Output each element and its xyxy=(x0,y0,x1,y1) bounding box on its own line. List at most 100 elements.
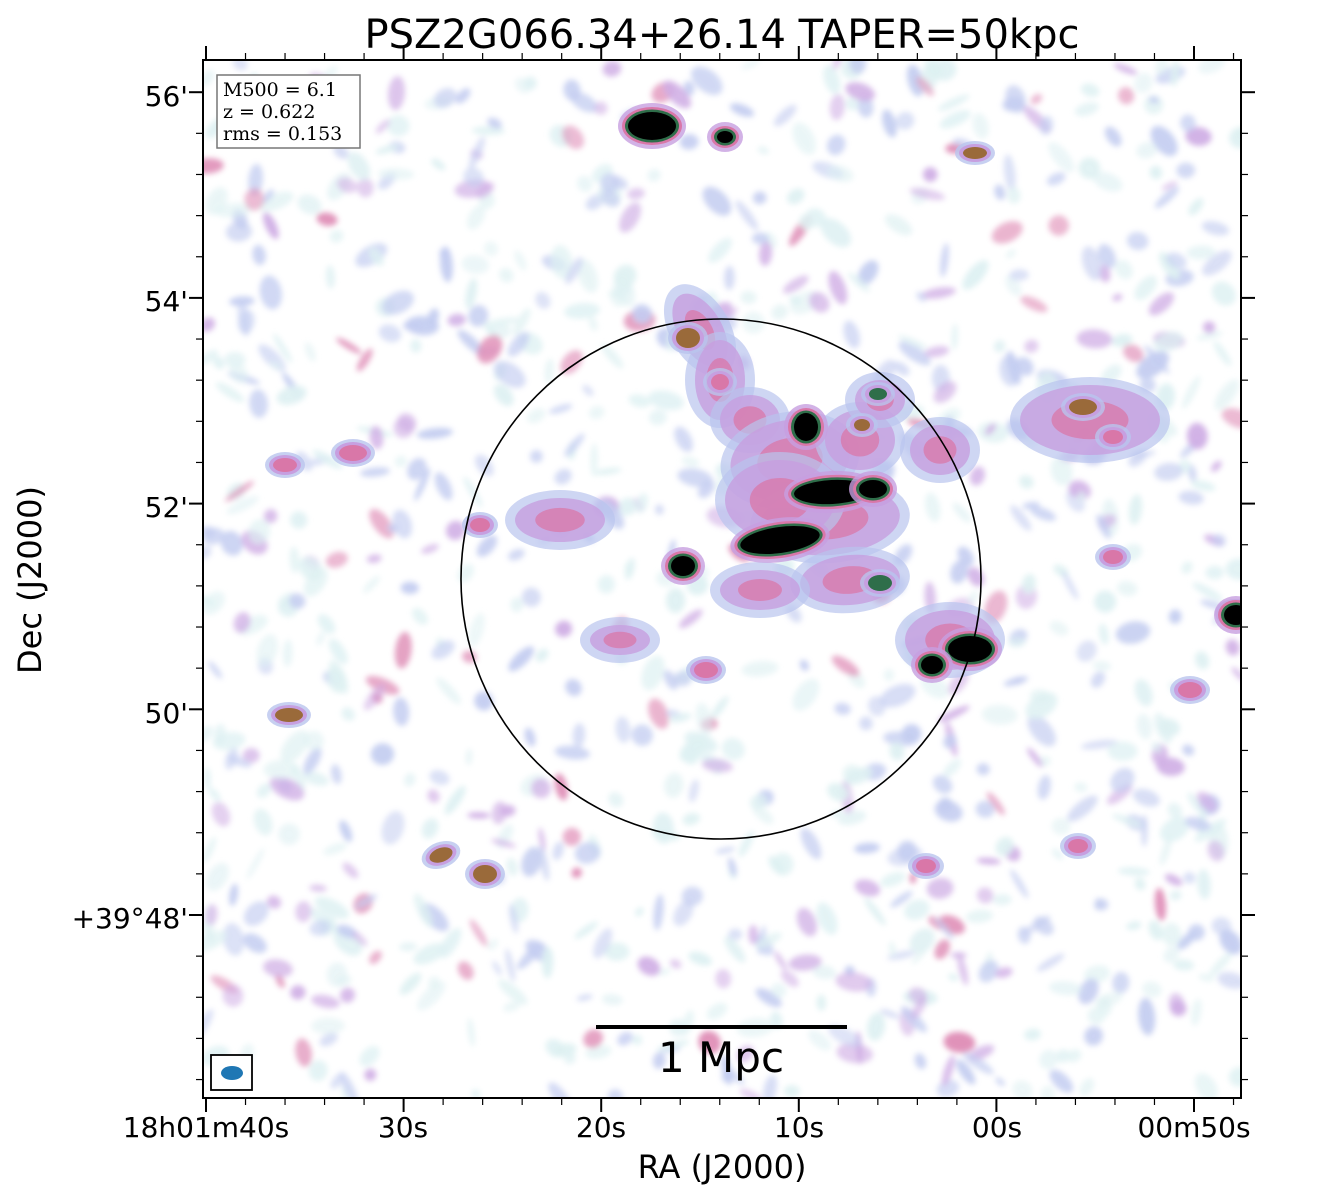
noise-blob xyxy=(631,1034,643,1046)
noise-blob xyxy=(1196,791,1217,812)
noise-blob xyxy=(330,764,342,785)
noise-blob xyxy=(1142,981,1162,998)
noise-blob xyxy=(1067,1049,1082,1063)
noise-blob xyxy=(1002,96,1024,112)
noise-blob xyxy=(1132,788,1160,807)
noise-blob xyxy=(309,920,331,936)
noise-blob xyxy=(429,770,450,785)
noise-blob xyxy=(956,1059,976,1085)
noise-blob xyxy=(1148,292,1174,316)
noise-blob xyxy=(926,877,954,899)
noise-blob xyxy=(601,343,624,369)
noise-blob xyxy=(741,60,760,70)
noise-blob xyxy=(297,194,322,215)
noise-blob xyxy=(499,267,514,283)
y-tick-labels: +39°48' 50' 52' 54' 56' xyxy=(72,80,188,935)
noise-blob xyxy=(220,530,243,556)
noise-blob xyxy=(445,520,466,541)
noise-blob xyxy=(879,683,916,708)
noise-blob xyxy=(1111,814,1144,828)
noise-blob xyxy=(972,113,989,139)
noise-blob xyxy=(651,829,681,841)
noise-blob xyxy=(906,64,924,97)
x-tick-labels: 18h01m40s 30s 20s 10s 00s 00m50s xyxy=(123,1111,1251,1144)
noise-blob xyxy=(562,827,581,847)
noise-blob xyxy=(940,243,949,278)
noise-blob xyxy=(463,167,484,187)
noise-blob xyxy=(493,384,514,407)
noise-blob xyxy=(1181,561,1193,574)
noise-blob xyxy=(1194,1073,1218,1098)
noise-blob xyxy=(652,1052,666,1069)
noise-blob xyxy=(421,544,439,554)
chart-title: PSZ2G066.34+26.14 TAPER=50kpc xyxy=(365,12,1080,58)
noise-blob xyxy=(837,810,867,826)
noise-blob xyxy=(1017,926,1031,944)
noise-blob xyxy=(243,901,269,926)
noise-blob xyxy=(1030,506,1057,521)
noise-blob xyxy=(859,716,873,731)
noise-blob xyxy=(967,590,979,606)
y-axis-label: Dec (J2000) xyxy=(11,486,49,674)
noise-blob xyxy=(1074,102,1099,117)
noise-blob xyxy=(253,808,273,836)
noise-blob xyxy=(262,212,279,240)
x-tick-label: 00m50s xyxy=(1137,1111,1250,1144)
noise-blob xyxy=(770,1011,783,1029)
noise-blob xyxy=(521,846,542,877)
noise-blob xyxy=(538,827,546,852)
noise-blob xyxy=(317,614,336,634)
noise-blob xyxy=(205,904,218,926)
noise-blob xyxy=(1006,351,1022,385)
noise-blob xyxy=(571,867,582,879)
noise-blob xyxy=(1214,379,1240,411)
noise-blob xyxy=(439,248,451,259)
noise-blob xyxy=(461,255,490,274)
noise-blob xyxy=(669,959,682,969)
noise-blob xyxy=(702,186,732,216)
noise-blob xyxy=(529,449,543,463)
noise-blob xyxy=(1176,162,1196,179)
noise-blob xyxy=(403,320,424,332)
noise-blob xyxy=(1134,679,1153,707)
noise-blob xyxy=(1169,890,1182,901)
noise-blob xyxy=(1168,992,1185,1014)
noise-blob xyxy=(244,188,265,211)
noise-blob xyxy=(414,467,431,502)
noise-blob xyxy=(233,612,251,633)
noise-blob xyxy=(615,716,631,743)
noise-blob xyxy=(792,678,820,711)
noise-blob xyxy=(381,811,405,845)
noise-blob xyxy=(698,1030,721,1055)
noise-blob xyxy=(492,960,502,976)
noise-blob xyxy=(303,771,329,786)
noise-blob xyxy=(229,363,249,384)
noise-blob xyxy=(352,931,368,947)
noise-blob xyxy=(943,758,962,778)
noise-blob xyxy=(934,800,963,822)
noise-blob xyxy=(282,639,293,667)
noise-blob xyxy=(924,60,940,74)
noise-blob xyxy=(985,423,996,436)
noise-blob xyxy=(1003,154,1016,192)
noise-blob xyxy=(820,218,852,248)
noise-blob xyxy=(431,158,446,171)
noise-blob xyxy=(976,857,1001,865)
noise-blob xyxy=(1079,1078,1095,1097)
x-tick-label: 30s xyxy=(378,1111,428,1144)
noise-blob xyxy=(922,167,938,182)
noise-blob xyxy=(1078,978,1099,1005)
noise-blob xyxy=(600,189,620,208)
noise-blob xyxy=(715,846,736,855)
noise-blob xyxy=(617,1031,633,1046)
noise-blob xyxy=(834,702,851,715)
noise-blob xyxy=(304,342,316,362)
noise-blob xyxy=(991,221,1023,244)
noise-blob xyxy=(1134,877,1146,891)
noise-blob xyxy=(1202,321,1216,334)
noise-blob xyxy=(752,804,774,825)
noise-blob xyxy=(1186,422,1208,450)
noise-blob xyxy=(1225,639,1240,656)
noise-blob xyxy=(1210,460,1222,472)
noise-blob xyxy=(809,292,830,313)
